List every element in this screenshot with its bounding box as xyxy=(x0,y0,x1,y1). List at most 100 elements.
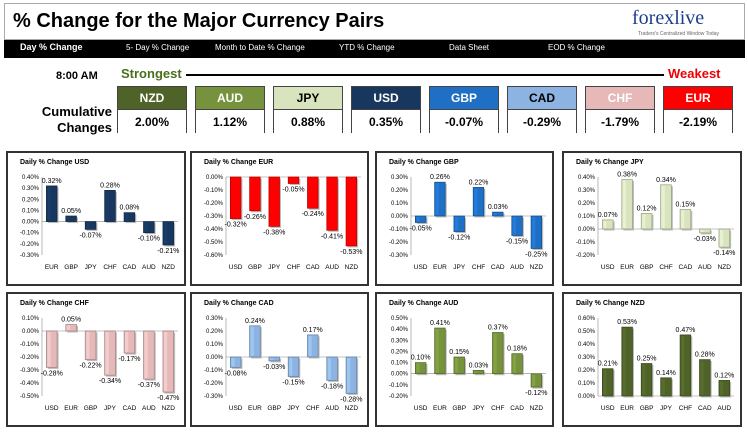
currency-box-nzd: NZD 2.00% xyxy=(117,86,187,133)
x-tick-label: CAD xyxy=(491,264,505,271)
nav-ytd-change[interactable]: YTD % Change xyxy=(339,43,395,52)
y-tick-label: 0.10% xyxy=(206,342,224,348)
x-tick-label: USD xyxy=(601,405,615,412)
chart-usd: -0.30%-0.20%-0.10%0.00%0.10%0.20%0.30%0.… xyxy=(20,175,179,271)
currency-value: -2.19% xyxy=(664,109,732,133)
data-label: 0.12% xyxy=(637,205,657,212)
rank-divider xyxy=(186,74,664,76)
y-tick-label: 0.00% xyxy=(22,329,40,335)
currency-box-cad: CAD -0.29% xyxy=(507,86,577,133)
y-tick-label: 0.10% xyxy=(22,208,40,214)
bar xyxy=(414,215,427,223)
y-tick-label: 0.20% xyxy=(391,349,409,355)
bar-highlight xyxy=(47,186,51,221)
bar xyxy=(699,359,711,397)
y-tick-label: 0.00% xyxy=(578,394,596,400)
x-tick-label: USD xyxy=(229,405,243,412)
y-tick-label: 0.20% xyxy=(22,197,40,203)
bar-highlight xyxy=(125,213,129,221)
bar xyxy=(326,176,338,231)
bar-highlight xyxy=(250,326,254,356)
bar xyxy=(699,228,711,234)
title-bar: % Change for the Major Currency Pairs fo… xyxy=(4,3,745,40)
y-tick-label: -0.60% xyxy=(204,253,224,259)
page-title: % Change for the Major Currency Pairs xyxy=(13,10,385,32)
forexlive-logo[interactable]: forexlive Traders's Centralized Window T… xyxy=(626,7,736,40)
nav-day-change[interactable]: Day % Change xyxy=(20,42,83,52)
bar xyxy=(307,176,319,209)
bar-highlight xyxy=(493,333,497,373)
bar-highlight xyxy=(231,358,235,367)
x-tick-label: CAD xyxy=(698,405,712,412)
currency-name: CAD xyxy=(508,87,576,109)
data-label: -0.03% xyxy=(694,236,716,243)
x-tick-label: USD xyxy=(45,405,59,412)
bar xyxy=(718,228,730,248)
nav-eod-change[interactable]: EOD % Change xyxy=(548,43,605,52)
currency-box-jpy: JPY 0.88% xyxy=(273,86,343,133)
y-tick-label: -0.50% xyxy=(20,394,40,400)
cumulative-changes-label: Cumulative Changes xyxy=(41,104,112,135)
bar xyxy=(123,330,136,354)
data-label: 0.53% xyxy=(617,319,637,326)
bar-highlight xyxy=(681,210,685,228)
chart-panel-cad: Daily % Change CAD -0.30% -0.20% -0.10% 0.0… xyxy=(190,292,369,427)
currency-name: EUR xyxy=(664,87,732,109)
y-tick-label: -0.10% xyxy=(576,240,596,246)
y-tick-label: 0.20% xyxy=(578,201,596,207)
y-tick-label: -0.20% xyxy=(20,242,40,248)
bar xyxy=(453,215,465,232)
bar xyxy=(472,187,485,217)
x-tick-label: EUR xyxy=(45,264,59,271)
x-tick-label: AUD xyxy=(698,264,712,271)
data-label: 0.10% xyxy=(411,355,431,362)
data-label: -0.15% xyxy=(506,239,528,246)
x-tick-label: CHF xyxy=(472,264,485,271)
x-tick-label: GBP xyxy=(640,405,654,412)
bar-highlight xyxy=(642,364,646,395)
y-tick-label: 0.50% xyxy=(578,329,596,335)
x-tick-label: EUR xyxy=(433,264,447,271)
x-tick-label: CAD xyxy=(123,264,137,271)
x-tick-label: AUD xyxy=(717,405,731,412)
bar-highlight xyxy=(622,328,627,395)
currency-value: -0.07% xyxy=(430,109,498,133)
time-label: 8:00 AM xyxy=(56,70,98,82)
nav-5day-change[interactable]: 5- Day % Change xyxy=(126,43,190,52)
y-tick-label: 0.30% xyxy=(391,175,409,181)
nav-month-to-date[interactable]: Month to Date % Change xyxy=(215,43,305,52)
bar xyxy=(84,330,97,360)
currency-box-aud: AUD 1.12% xyxy=(195,86,265,133)
y-tick-label: 0.20% xyxy=(206,329,224,335)
x-tick-label: CAD xyxy=(123,405,137,412)
bar-highlight xyxy=(474,188,478,215)
bar-highlight xyxy=(144,222,148,232)
bar-highlight xyxy=(603,220,607,228)
bar-highlight xyxy=(454,358,459,373)
x-tick-label: JPY xyxy=(268,264,281,271)
data-label: -0.08% xyxy=(225,370,247,377)
currency-name: JPY xyxy=(274,87,342,109)
weakest-label: Weakest xyxy=(668,66,721,81)
chart-title: Daily % Change USD xyxy=(20,159,90,166)
y-tick-label: 0.10% xyxy=(391,201,409,207)
data-label: -0.05% xyxy=(282,187,304,194)
bar-highlight xyxy=(454,217,459,231)
bar xyxy=(511,215,523,236)
bar xyxy=(104,330,116,376)
bar xyxy=(660,184,672,230)
data-label: 0.28% xyxy=(695,352,715,359)
data-label: 0.14% xyxy=(656,370,676,377)
bar xyxy=(492,332,504,375)
chart-title: Daily % Change JPY xyxy=(576,159,644,166)
x-tick-label: CAD xyxy=(679,264,693,271)
data-label: -0.47% xyxy=(157,395,179,402)
x-tick-label: NZD xyxy=(345,405,359,412)
nav-data-sheet[interactable]: Data Sheet xyxy=(449,43,490,52)
data-label: -0.53% xyxy=(340,249,362,256)
bar xyxy=(249,325,261,358)
x-tick-label: GBP xyxy=(84,405,98,412)
chart-panel-aud: Daily % Change AUD -0.20% -0.10% 0.00% 0.10… xyxy=(375,292,554,427)
data-label: 0.37% xyxy=(488,324,508,331)
x-tick-label: JPY xyxy=(473,405,486,412)
